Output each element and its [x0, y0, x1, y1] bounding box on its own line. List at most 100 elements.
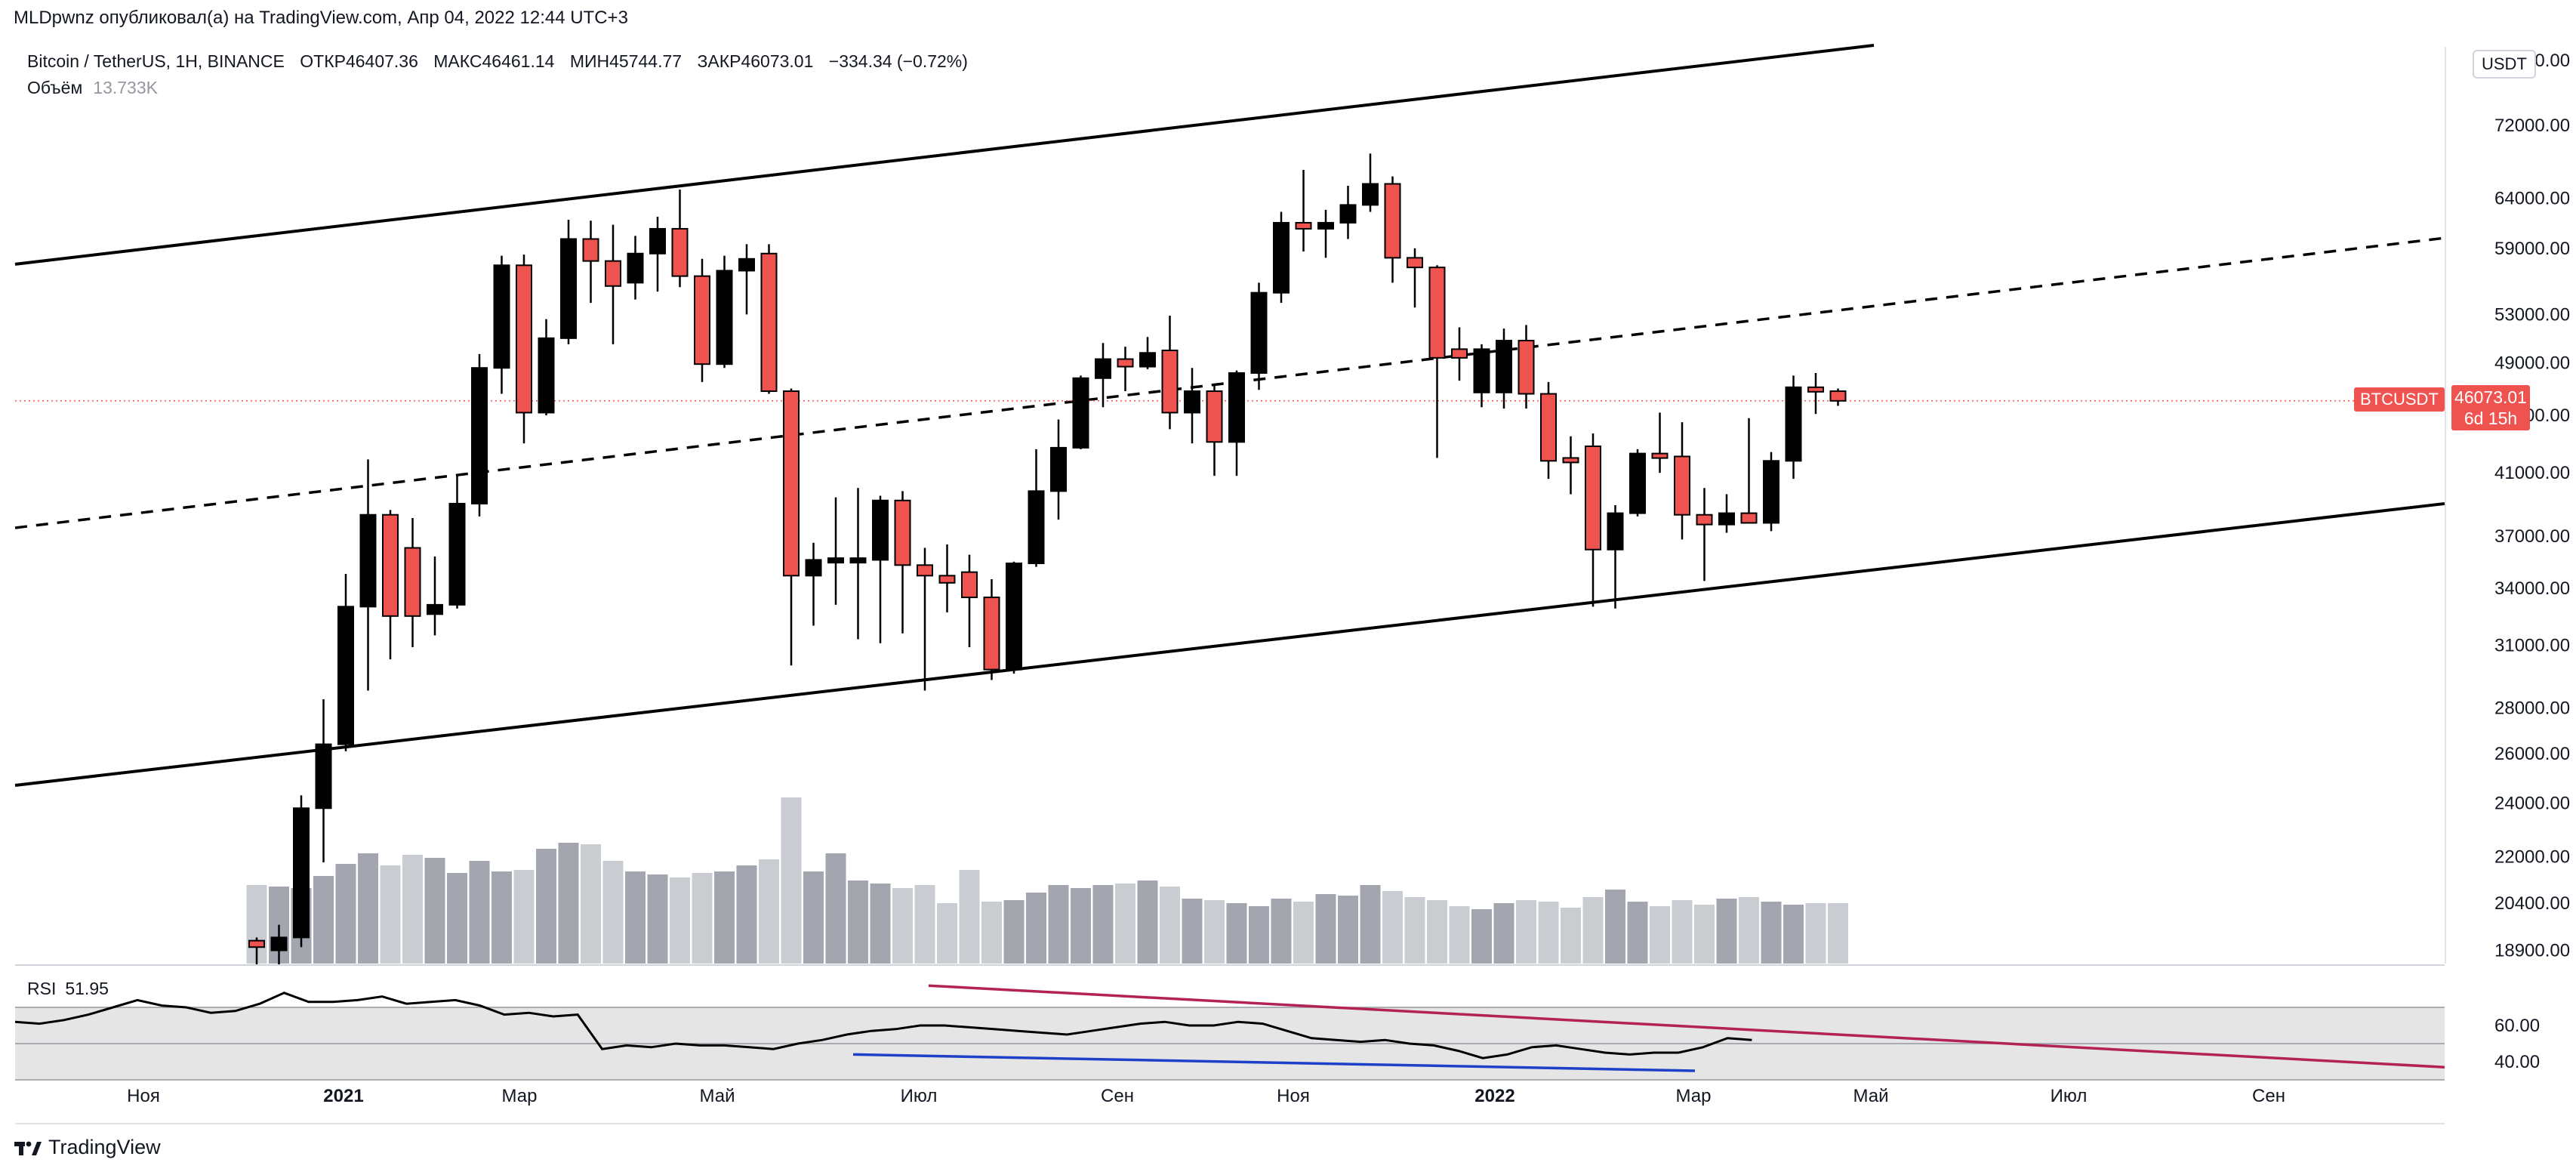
candle-body [1496, 340, 1512, 393]
time-tick-label: Май [1853, 1086, 1888, 1106]
rsi-legend: RSI 51.95 [27, 979, 109, 999]
price-tick-label: 26000.00 [2494, 744, 2570, 764]
volume-bar [870, 884, 891, 964]
channel-upper-line [14, 44, 1875, 266]
candle-body [894, 499, 911, 566]
candle-body [293, 807, 310, 939]
volume-bar [1427, 900, 1447, 964]
rsi-line [15, 992, 1752, 1059]
volume-bar [1137, 880, 1158, 964]
candle-body [917, 564, 933, 577]
volume-bar [803, 871, 824, 964]
candle-body [1184, 390, 1200, 414]
candle-body [1807, 386, 1824, 393]
volume-bar [1160, 887, 1180, 964]
symbol-price-tag: BTCUSDT [2354, 387, 2445, 412]
volume-bar [1204, 900, 1225, 964]
brand-footer[interactable]: TradingView [14, 1136, 161, 1159]
tradingview-logo-icon [14, 1141, 42, 1155]
low-value: МИН45744.77 [569, 51, 683, 71]
candle-body [382, 513, 399, 617]
volume-bar [1249, 906, 1269, 964]
candle-body [627, 252, 644, 284]
volume-bar [692, 873, 713, 964]
high-value: МАКС46461.14 [433, 51, 555, 71]
volume-legend: Объём 13.733K [27, 78, 158, 98]
price-tick-label: 41000.00 [2494, 463, 2570, 483]
candle-body [1250, 291, 1268, 374]
volume-bar [335, 864, 356, 964]
candle-body [1473, 348, 1490, 393]
price-tick-label: 49000.00 [2494, 353, 2570, 374]
author-name[interactable]: MLDpwnz [14, 8, 94, 28]
volume-bar [914, 885, 935, 964]
candle-body [1161, 350, 1179, 414]
symbol-title[interactable]: Bitcoin / TetherUS, 1H, BINANCE [27, 51, 285, 71]
candle-body [938, 575, 956, 584]
last-price-value: 46073.01 [2454, 387, 2527, 407]
candle-body [1339, 204, 1357, 224]
volume-bar [1783, 905, 1804, 964]
volume-value: 13.733K [93, 78, 158, 97]
volume-bar [937, 903, 957, 964]
time-tick-label: Сен [1101, 1086, 1134, 1106]
candle-body [1785, 386, 1802, 462]
time-tick-label: Мар [1676, 1086, 1712, 1106]
volume-bar [1694, 905, 1715, 964]
time-tick-label: Июл [901, 1086, 938, 1106]
volume-bar [602, 861, 624, 964]
volume-bar [1182, 899, 1203, 964]
volume-bar [1115, 884, 1135, 964]
candle-body [1585, 445, 1601, 550]
volume-bar [1650, 906, 1670, 964]
channel-middle-dashed-line [14, 236, 2445, 529]
price-tick-label: 34000.00 [2494, 578, 2570, 599]
currency-badge[interactable]: USDT [2473, 50, 2536, 79]
candle-body [448, 502, 466, 606]
channel-lower-line [14, 501, 2445, 787]
candle-body [1763, 460, 1779, 524]
volume-bar [1561, 908, 1581, 964]
price-tick-label: 24000.00 [2494, 793, 2570, 813]
volume-bar [1761, 902, 1782, 964]
volume-bar [1071, 888, 1091, 964]
volume-bar [1293, 902, 1314, 964]
volume-bar [424, 858, 445, 964]
time-tick-label: Мар [502, 1086, 538, 1106]
candle-body [1829, 390, 1847, 402]
price-tick-label: 37000.00 [2494, 526, 2570, 547]
volume-bar [981, 902, 1002, 964]
volume-bar [647, 874, 668, 964]
time-tick-label: Ноя [1277, 1086, 1310, 1106]
volume-bar [1627, 902, 1648, 964]
candle-body [1428, 267, 1446, 359]
brand-name: TradingView [48, 1136, 161, 1158]
volume-bar [825, 853, 846, 964]
price-tick-label: 18900.00 [2494, 941, 2570, 961]
volume-bar [1315, 894, 1336, 964]
volume-bar [1739, 897, 1759, 964]
candle-body [827, 557, 844, 564]
volume-label[interactable]: Объём [27, 78, 83, 97]
bar-countdown: 6d 15h [2464, 409, 2518, 428]
candle-body [1117, 358, 1134, 368]
volume-bar [1360, 885, 1381, 964]
candle-body [582, 238, 599, 262]
rsi-support-line [852, 1053, 1696, 1072]
volume-bar [1048, 885, 1069, 964]
candle-body [1540, 393, 1557, 462]
candles [248, 153, 1847, 995]
price-tick-label: 31000.00 [2494, 635, 2570, 655]
price-tick-label: 59000.00 [2494, 239, 2570, 259]
volume-bar [1382, 891, 1403, 964]
volume-bar [759, 859, 779, 964]
volume-bar [1449, 906, 1470, 964]
time-tick-label: Июл [2051, 1086, 2088, 1106]
candle-body [337, 606, 354, 745]
candle-body [1607, 512, 1624, 550]
volume-bar [625, 871, 646, 964]
rsi-label[interactable]: RSI [27, 979, 57, 998]
volume-bar [959, 870, 980, 964]
candle-body [404, 547, 421, 617]
